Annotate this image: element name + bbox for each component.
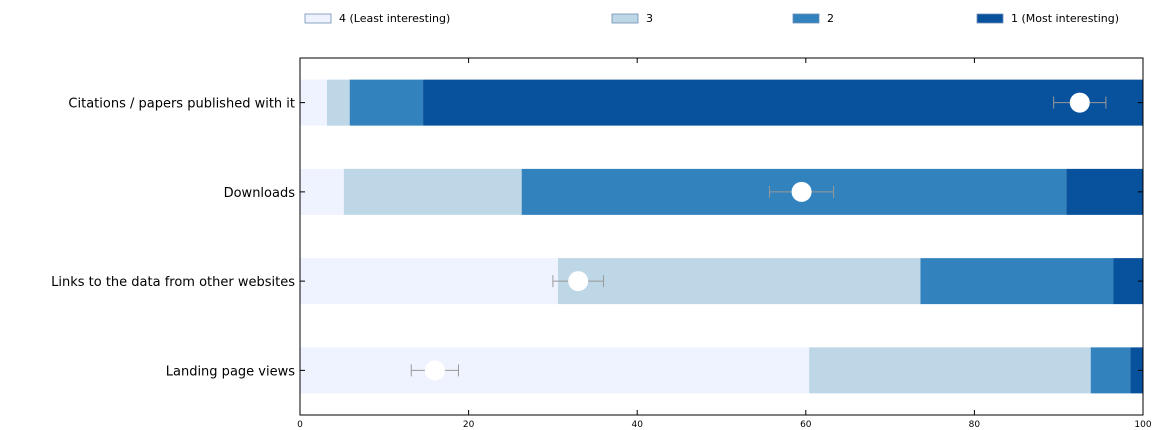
bar-citations-papers-published-with-it-3 bbox=[326, 79, 350, 126]
mean-marker-links-to-the-data-from-other-websites bbox=[552, 271, 604, 292]
legend-label-1-most-interesting: 1 (Most interesting) bbox=[1011, 12, 1119, 25]
bar-downloads-3 bbox=[343, 168, 522, 215]
legend-swatch-3 bbox=[611, 13, 639, 24]
markers bbox=[410, 92, 1107, 381]
x-tick-label: 60 bbox=[800, 420, 812, 430]
bar-links-to-the-data-from-other-websites-3 bbox=[557, 258, 921, 305]
bar-citations-papers-published-with-it-1-most-interesting bbox=[423, 79, 1143, 126]
mean-point bbox=[791, 181, 812, 202]
category-label-landing-page-views: Landing page views bbox=[166, 364, 295, 379]
x-tick-label: 100 bbox=[1134, 420, 1151, 430]
legend-swatch-2 bbox=[792, 13, 820, 24]
bar-downloads-1-most-interesting bbox=[1066, 168, 1143, 215]
bar-links-to-the-data-from-other-websites-2 bbox=[920, 258, 1114, 305]
category-label-links-to-the-data-from-other-websites: Links to the data from other websites bbox=[51, 275, 295, 290]
category-labels: Citations / papers published with it Down… bbox=[51, 97, 295, 380]
axes: 0 20 40 60 80 100 bbox=[297, 57, 1152, 430]
x-tick-label: 40 bbox=[631, 420, 643, 430]
bar-landing-page-views-4-least-interesting bbox=[300, 347, 810, 394]
bar-landing-page-views-2 bbox=[1090, 347, 1131, 394]
bar-landing-page-views-3 bbox=[809, 347, 1091, 394]
legend-label-3: 3 bbox=[646, 12, 653, 25]
category-label-citations-papers-published-with-it: Citations / papers published with it bbox=[68, 97, 295, 112]
bar-citations-papers-published-with-it-2 bbox=[349, 79, 424, 126]
legend: 4 (Least interesting) 3 2 1 (Most interesti… bbox=[304, 12, 1119, 25]
mean-marker-landing-page-views bbox=[410, 360, 459, 381]
bar-links-to-the-data-from-other-websites-4-least-interesting bbox=[300, 258, 558, 305]
legend-swatch-4-least-interesting bbox=[304, 13, 332, 24]
mean-marker-citations-papers-published-with-it bbox=[1053, 92, 1107, 113]
x-tick-label: 20 bbox=[463, 420, 475, 430]
mean-marker-downloads bbox=[769, 181, 835, 202]
legend-label-2: 2 bbox=[827, 12, 834, 25]
mean-point bbox=[1069, 92, 1090, 113]
bar-downloads-4-least-interesting bbox=[300, 168, 344, 215]
legend-label-4-least-interesting: 4 (Least interesting) bbox=[339, 12, 450, 25]
legend-swatch-1-most-interesting bbox=[976, 13, 1004, 24]
mean-point bbox=[424, 360, 445, 381]
bars bbox=[300, 79, 1143, 394]
mean-point bbox=[568, 271, 589, 292]
category-label-downloads: Downloads bbox=[224, 186, 296, 201]
x-tick-label: 80 bbox=[969, 420, 981, 430]
x-tick-label: 0 bbox=[297, 420, 303, 430]
bar-landing-page-views-1-most-interesting bbox=[1130, 347, 1143, 394]
plot-frame bbox=[299, 57, 1144, 416]
